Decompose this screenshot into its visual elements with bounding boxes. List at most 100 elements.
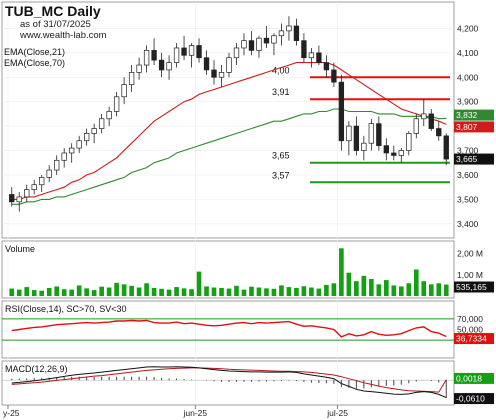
macd-signal-badge-text: 0,0018 — [456, 373, 482, 383]
volume-value-badge-text: 535,165 — [456, 282, 487, 292]
x-axis-labels: y-25 jun-25 jul-25 — [3, 405, 348, 418]
volume-bar — [354, 281, 359, 296]
macd-value-badge — [454, 393, 494, 405]
rsi-tick-label: 70,000 — [457, 314, 483, 324]
volume-bar — [91, 290, 97, 296]
chart-title: TUB_MC Daily — [5, 3, 101, 19]
x-tick-label: jun-25 — [182, 408, 207, 418]
candle-down — [203, 57, 210, 71]
candle-up — [278, 30, 285, 37]
candle-up — [83, 133, 90, 142]
candle-down — [301, 40, 307, 59]
price-tick-label: 3,600 — [457, 170, 479, 180]
volume-bar — [316, 288, 322, 296]
level-label: 3,91 — [272, 87, 290, 97]
volume-bar — [324, 284, 329, 296]
ema70-line — [11, 108, 447, 205]
x-tick-label: jul-25 — [326, 408, 348, 418]
candle-up — [218, 72, 225, 78]
volume-bar — [369, 279, 374, 296]
volume-bar — [428, 284, 434, 296]
volume-bar — [301, 286, 307, 296]
ema70-value-badge-text: 3,832 — [456, 110, 478, 120]
candle-up — [421, 113, 427, 120]
volume-bar — [136, 287, 142, 296]
candle-down — [323, 62, 330, 71]
candle-up — [113, 96, 120, 112]
volume-bar — [166, 289, 172, 296]
volume-bar — [398, 286, 404, 296]
as-of-date: as of 31/07/2025 — [20, 19, 91, 30]
volume-bar — [294, 287, 299, 296]
candle-up — [166, 62, 172, 71]
candle-up — [136, 64, 142, 73]
value-badges: 3,832 3,807 3,665 535,165 36,7334 0,0018 -0,06… — [454, 109, 494, 405]
moving-averages — [11, 62, 447, 205]
candle-down — [316, 52, 322, 63]
volume-bar — [443, 284, 449, 296]
volume-bar — [226, 288, 232, 296]
price-tick-label: 4,200 — [457, 23, 479, 33]
volume-bar — [376, 284, 382, 296]
candle-down — [263, 37, 270, 44]
candle-up — [286, 25, 292, 32]
ema21-value-badge — [454, 121, 494, 133]
candle-up — [39, 177, 45, 186]
close-value-badge-text: 3,665 — [456, 154, 478, 164]
volume-bar — [9, 288, 15, 296]
volume-bar — [39, 290, 45, 296]
candle-down — [443, 135, 449, 160]
volume-bar — [181, 288, 187, 296]
macd-value-badge-text: -0,0610 — [456, 394, 485, 404]
volume-bar — [114, 282, 119, 296]
volume-bar — [346, 272, 352, 296]
volume-bar — [309, 287, 314, 296]
close-value-badge — [454, 153, 494, 165]
price-tick-label: 3,900 — [457, 97, 479, 107]
legend-ema21: EMA(Close,21) — [4, 47, 65, 57]
candle-down — [353, 125, 360, 151]
candle-up — [69, 147, 75, 154]
ema21-line — [11, 62, 447, 200]
candle-down — [436, 128, 442, 137]
candle-down — [331, 69, 337, 83]
candle-up — [406, 133, 412, 151]
site-label: www.wealth-lab.com — [19, 30, 107, 41]
volume-bar — [286, 287, 292, 296]
volume-bar — [406, 283, 412, 296]
volume-bar — [264, 288, 269, 296]
volume-bar — [219, 287, 224, 296]
volume-bar — [413, 269, 419, 296]
level-label: 4,00 — [272, 65, 290, 75]
volume-bar — [241, 289, 247, 296]
rsi-line — [11, 319, 447, 338]
volume-bar — [383, 280, 389, 296]
volume-bar — [129, 285, 134, 296]
candle-up — [398, 150, 404, 156]
macd-signal-line — [11, 367, 447, 393]
candle-up — [188, 45, 195, 56]
volume-bar — [211, 287, 217, 296]
candle-down — [338, 81, 345, 142]
volume-bar — [249, 286, 254, 296]
candle-up — [346, 125, 352, 142]
rsi-label: RSI(Close,14), SC>70, SV<30 — [5, 304, 127, 314]
volume-value-badge — [454, 281, 494, 293]
price-tick-label: 4,100 — [457, 48, 479, 58]
volume-bars: 2,00 M 1,00 M — [9, 248, 483, 296]
volume-bar — [31, 290, 37, 296]
rsi-value-badge-text: 36,7334 — [456, 334, 487, 344]
macd-signal-badge — [454, 372, 494, 384]
candle-up — [128, 72, 135, 85]
candle-up — [16, 196, 22, 203]
candle-up — [361, 142, 367, 151]
ema21-value-badge-text: 3,807 — [456, 122, 478, 132]
volume-bar — [106, 287, 112, 296]
candle-up — [368, 123, 375, 144]
candle-down — [248, 40, 255, 51]
volume-label: Volume — [5, 244, 35, 254]
candle-up — [308, 52, 315, 59]
macd-indicator — [2, 366, 454, 399]
volume-tick-label: 2,00 M — [457, 249, 483, 259]
